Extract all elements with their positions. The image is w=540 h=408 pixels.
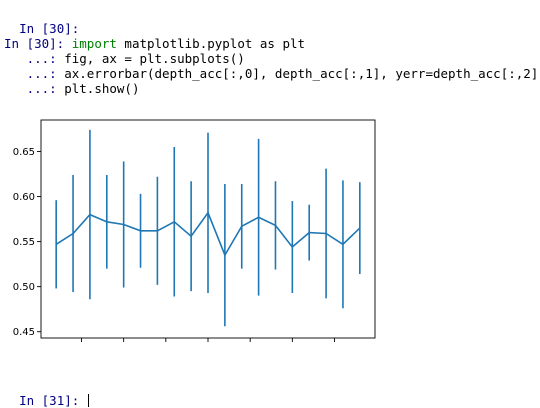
y-tick-label: 0.45 (13, 327, 35, 338)
input-prompt: In [30]: (4, 36, 65, 51)
code-text: plt.show() (56, 81, 140, 96)
input-prompt: In [31]: (19, 393, 80, 408)
text-cursor (87, 394, 89, 407)
code-text: matplotlib.pyplot as plt (116, 36, 306, 51)
code-line-3: ...: ax.errorbar(depth_acc[:,0], depth_a… (4, 66, 540, 81)
series-line (55, 211, 361, 257)
continuation-prompt: ...: (4, 66, 57, 81)
cell-prompt-31[interactable]: In [31]: (4, 378, 89, 408)
input-prompt: In [30]: (19, 21, 80, 36)
keyword: import (71, 36, 117, 51)
y-tick-label: 0.60 (13, 192, 35, 203)
code-line-2: ...: fig, ax = plt.subplots() (4, 51, 245, 66)
y-tick-label: 0.65 (13, 147, 35, 158)
continuation-prompt: ...: (4, 51, 57, 66)
y-tick-label: 0.55 (13, 237, 35, 248)
y-tick-label: 0.50 (13, 282, 35, 293)
code-line-4: ...: plt.show() (4, 81, 140, 96)
cell-prompt-30-empty: In [30]: (4, 6, 79, 36)
errorbar-figure: 2.55.07.510.012.515.017.50.450.500.550.6… (13, 119, 376, 342)
code-text: fig, ax = plt.subplots() (56, 51, 245, 66)
plot-area: 2.55.07.510.012.515.017.50.450.500.550.6… (13, 119, 376, 342)
continuation-prompt: ...: (4, 81, 57, 96)
code-line-1: In [30]: import matplotlib.pyplot as plt (4, 36, 305, 51)
code-text: ax.errorbar(depth_acc[:,0], depth_acc[:,… (56, 66, 540, 81)
